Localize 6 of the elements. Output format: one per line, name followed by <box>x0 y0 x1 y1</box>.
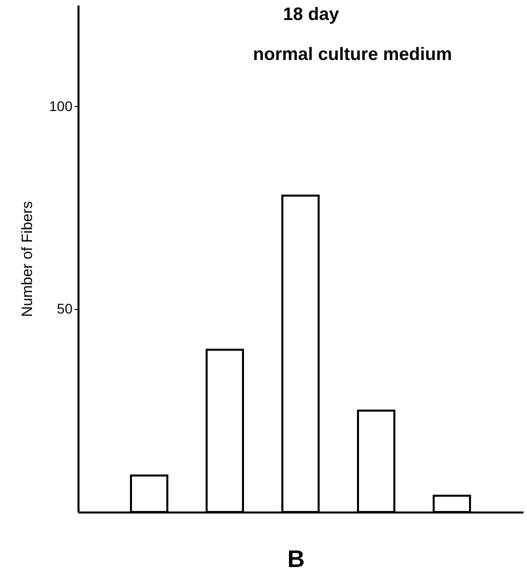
text: B <box>287 546 305 573</box>
y-tick-label: 50 <box>56 300 73 317</box>
chart-title: 18 day <box>283 4 340 24</box>
y-axis-title: Number of Fibers <box>19 201 36 317</box>
y-tick-label: 100 <box>49 98 73 114</box>
text: normal culture medium <box>253 44 452 64</box>
